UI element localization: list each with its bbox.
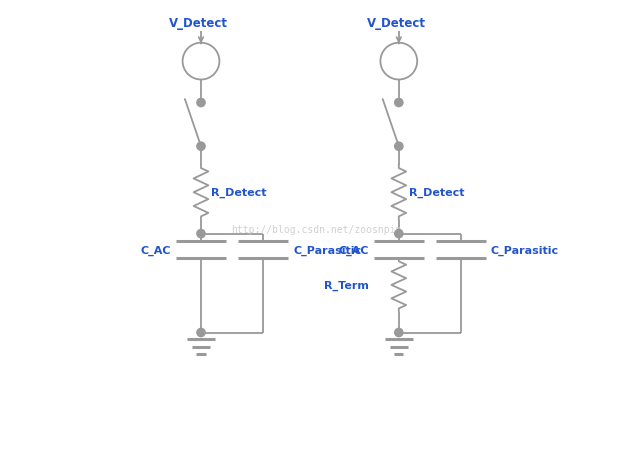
Circle shape <box>394 329 403 337</box>
Text: R_Term: R_Term <box>324 280 369 291</box>
Circle shape <box>394 143 403 151</box>
Circle shape <box>197 230 205 238</box>
Circle shape <box>197 99 205 107</box>
Text: R_Detect: R_Detect <box>409 188 465 198</box>
Text: C_Parasitic: C_Parasitic <box>293 245 361 255</box>
Circle shape <box>394 230 403 238</box>
Text: C_AC: C_AC <box>338 245 369 255</box>
Text: V_Detect: V_Detect <box>367 17 426 30</box>
Text: C_AC: C_AC <box>140 245 171 255</box>
Circle shape <box>197 329 205 337</box>
Text: C_Parasitic: C_Parasitic <box>491 245 559 255</box>
Text: R_Detect: R_Detect <box>211 188 267 198</box>
Circle shape <box>197 143 205 151</box>
Text: http://blog.csdn.net/zoosnpin: http://blog.csdn.net/zoosnpin <box>231 224 401 235</box>
Text: V_Detect: V_Detect <box>169 17 228 30</box>
Circle shape <box>394 99 403 107</box>
